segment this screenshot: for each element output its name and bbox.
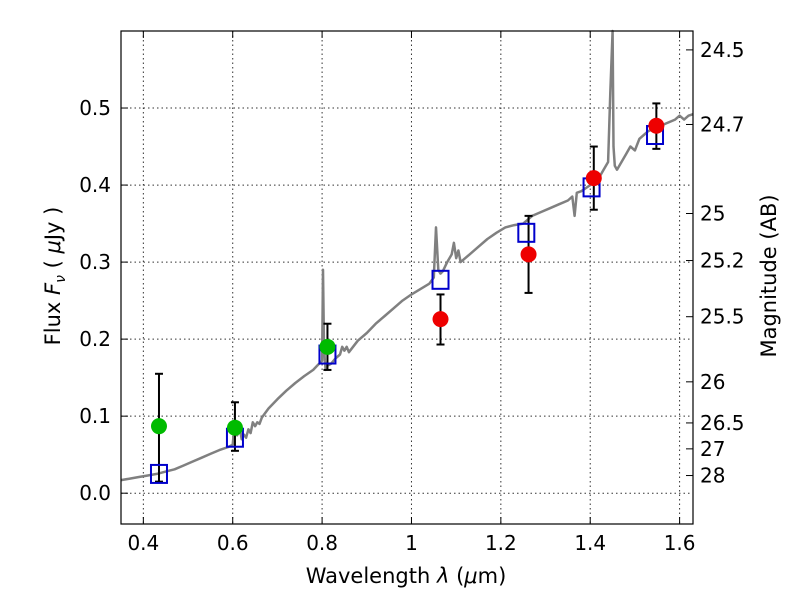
x-tick-label: 1.4 [574,531,606,555]
y2-tick-label: 28 [700,464,725,488]
plot-frame [120,30,694,525]
y-tick-label: 0.2 [79,327,111,351]
observed-points [150,117,665,436]
x-tick-label: 0.8 [306,531,338,555]
y-tick-label: 0.3 [79,250,111,274]
y2-tick-label: 25.2 [700,249,745,273]
y-tick-label: 0.0 [79,481,111,505]
y2-tick-label: 24.7 [700,112,745,136]
spectrum-layer [120,29,694,482]
x-tick-label: 1.2 [485,531,517,555]
grid [121,31,693,524]
y-tick-label: 0.4 [79,173,111,197]
x-axis-title: Wavelength λ (μm) [306,564,507,588]
x-tick-label: 1.6 [664,531,696,555]
observed-point [226,419,243,436]
model-photometry-box [517,222,536,243]
observed-point [319,338,336,355]
y-tick-label: 0.5 [79,96,111,120]
x-tick-label: 0.6 [217,531,249,555]
observed-point [150,418,167,435]
ticks [121,31,693,524]
tick-labels: 0.4 0.6 0.8 1 1.2 1.4 1.6 0.0 0.1 0.2 0.3 0.4 0.5 24.… [79,38,744,555]
observed-point [648,117,665,134]
y2-tick-label: 27 [700,437,725,461]
y-axis-title: Flux Fν ( μJy ) [41,207,69,346]
model-spectrum-line [120,29,694,482]
x-tick-label: 1 [405,531,418,555]
observed-point [585,170,602,187]
y2-tick-label: 25.5 [700,305,745,329]
model-photometry-box [431,269,450,290]
y2-tick-label: 26.5 [700,411,745,435]
x-tick-label: 0.4 [127,531,159,555]
y2-tick-label: 24.5 [700,38,745,62]
observed-point [520,246,537,263]
y2-axis-title: Magnitude (AB) [757,194,781,357]
y-tick-label: 0.1 [79,404,111,428]
y2-tick-label: 26 [700,370,725,394]
model-photometry-box [149,463,168,484]
y2-tick-label: 25 [700,201,725,225]
observed-point [432,311,449,328]
